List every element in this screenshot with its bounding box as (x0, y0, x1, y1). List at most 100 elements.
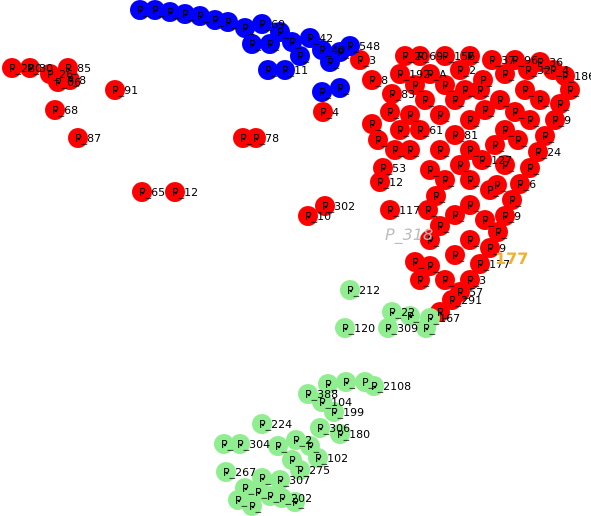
point-label: P_548 (347, 40, 380, 53)
data-point (385, 140, 405, 160)
data-point (336, 372, 356, 392)
data-point-center (444, 84, 448, 88)
data-point (420, 308, 440, 328)
data-point-center (139, 9, 143, 13)
data-point-center (429, 239, 433, 243)
data-point-center (504, 73, 508, 77)
data-point (435, 170, 455, 190)
data-point-center (444, 55, 448, 59)
point-label: P_ (242, 22, 255, 35)
point-label: P_2 (457, 64, 476, 77)
data-point-center (414, 261, 418, 265)
data-point (380, 102, 400, 122)
data-point-center (321, 49, 325, 53)
data-point-center (484, 109, 488, 113)
point-label: P_ (557, 98, 570, 111)
point-label: P_32 (525, 64, 551, 77)
data-point (530, 90, 550, 110)
point-label: P_ (467, 234, 480, 247)
data-point-center (409, 149, 413, 153)
data-point (190, 6, 210, 26)
data-point (560, 80, 580, 100)
data-point-center (227, 21, 231, 25)
point-label: P_ (407, 144, 420, 157)
point-label: P_ (137, 4, 150, 17)
data-point-center (409, 114, 413, 118)
point-label: P_57 (457, 286, 483, 299)
data-point-center (429, 265, 433, 269)
data-point (324, 402, 344, 422)
data-point-center (307, 215, 311, 219)
data-point (252, 414, 272, 434)
data-point-center (454, 134, 458, 138)
data-point (230, 434, 250, 454)
data-point (378, 318, 398, 338)
point-label: P_ (427, 164, 440, 177)
data-point (460, 230, 480, 250)
data-point-center (327, 383, 331, 387)
point-label: P_A (427, 68, 447, 81)
data-point (495, 64, 515, 84)
data-point (475, 210, 495, 230)
point-label: P_36 (537, 56, 563, 69)
point-label: P_117 (387, 204, 420, 217)
data-point (488, 222, 508, 242)
data-point (130, 0, 150, 20)
data-point-center (321, 401, 325, 405)
point-label: P_4 (320, 106, 339, 119)
point-label: P_ (527, 162, 540, 175)
point-label: P_ (509, 194, 522, 207)
point-label: P_ (467, 114, 480, 127)
point-label: P_ (527, 114, 540, 127)
data-point-center (464, 89, 468, 93)
point-label: P_ (537, 94, 550, 107)
point-label: P_ (480, 74, 493, 87)
data-point-center (425, 327, 429, 331)
data-point (420, 160, 440, 180)
data-point (268, 436, 288, 456)
data-point-center (154, 9, 158, 13)
point-label: P_37 (489, 54, 515, 67)
data-point-center (519, 183, 523, 187)
data-point (495, 155, 515, 175)
data-point (165, 182, 185, 202)
point-label: P_ (433, 190, 446, 203)
point-label: P_186 (562, 70, 591, 83)
point-label: P_ (437, 220, 450, 233)
point-label: P_ (462, 84, 475, 97)
data-point-center (309, 37, 313, 41)
point-label: P_ (467, 199, 480, 212)
point-label: P_307 (277, 474, 310, 487)
data-point (430, 216, 450, 236)
data-point-center (382, 167, 386, 171)
data-point-center (539, 99, 543, 103)
data-point-center (409, 315, 413, 319)
data-point (216, 462, 236, 482)
point-label: P_ (522, 84, 535, 97)
data-point (400, 140, 420, 160)
data-point (426, 186, 446, 206)
data-point-center (284, 69, 288, 73)
point-label: P_12 (172, 186, 198, 199)
data-point-center (267, 69, 271, 73)
point-label: P_8 (369, 74, 388, 87)
data-point (470, 254, 490, 274)
point-label: P_ (492, 139, 505, 152)
point-label: P_20 (402, 50, 428, 63)
point-label: P_ (337, 46, 350, 59)
data-point-center (244, 487, 248, 491)
point-label: P_ (497, 94, 510, 107)
data-point-center (479, 89, 483, 93)
data-point-center (459, 291, 463, 295)
point-label: P_ (442, 174, 455, 187)
data-point-center (497, 231, 501, 235)
data-point-center (387, 327, 391, 331)
data-point (545, 110, 565, 130)
data-point (373, 158, 393, 178)
data-point-center (291, 459, 295, 463)
data-point-center (77, 137, 81, 141)
point-label: P_3 (357, 54, 376, 67)
point-label: P_ (437, 144, 450, 157)
data-point-center (559, 103, 563, 107)
